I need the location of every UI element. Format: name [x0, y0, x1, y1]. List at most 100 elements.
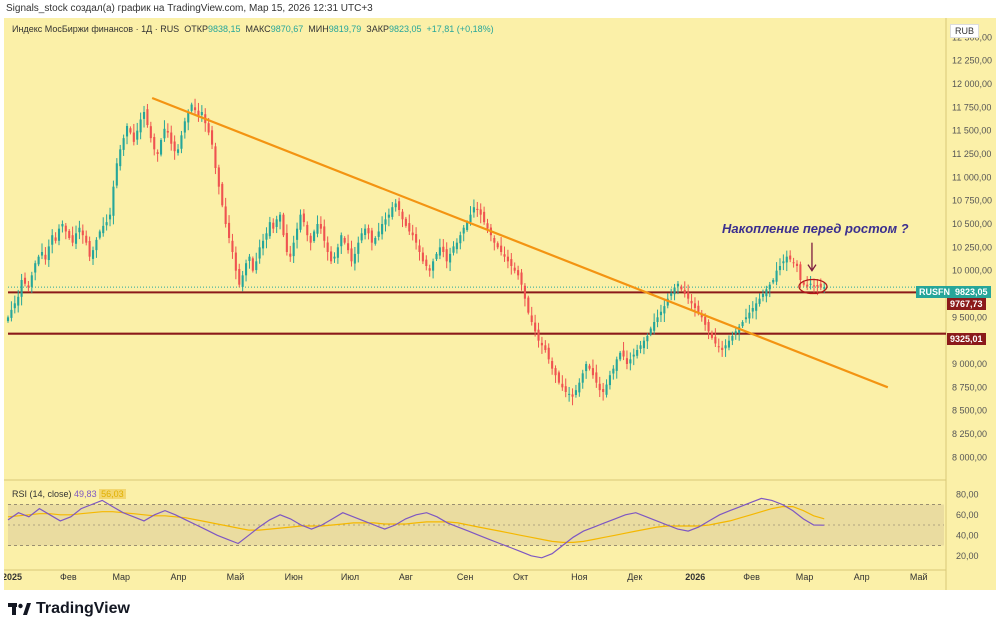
- candle-body: [459, 235, 462, 244]
- candle-body: [442, 246, 445, 252]
- tradingview-logo[interactable]: TradingView: [8, 600, 130, 618]
- candle-body: [255, 261, 258, 271]
- candle-body: [258, 247, 261, 259]
- candle-body: [513, 267, 516, 271]
- candle-body: [391, 207, 394, 217]
- candle-body: [802, 282, 805, 285]
- tradingview-logo-icon: [8, 603, 31, 615]
- price-axis-tick: 11 250,00: [952, 149, 991, 159]
- candle-body: [71, 235, 74, 243]
- candle-body: [510, 259, 513, 266]
- candle-body: [476, 208, 479, 210]
- time-axis-tick: Фев: [743, 572, 760, 582]
- candle-body: [483, 211, 486, 223]
- candle-body: [125, 126, 129, 137]
- candle-body: [700, 314, 703, 318]
- candle-body: [551, 361, 554, 369]
- candle-body: [85, 235, 88, 243]
- candle-body: [108, 214, 112, 220]
- candle-body: [296, 228, 299, 240]
- candle-body: [676, 283, 680, 287]
- candle-body: [10, 309, 13, 318]
- candle-body: [98, 231, 101, 238]
- candle-body: [792, 262, 795, 264]
- candle-body: [23, 277, 27, 284]
- chart-annotation: Накопление перед ростом ?: [722, 221, 909, 236]
- close-value: 9823,05: [388, 24, 422, 34]
- candle-body: [142, 112, 146, 119]
- candle-body: [367, 228, 370, 234]
- candle-body: [418, 245, 421, 252]
- candle-body: [819, 283, 822, 288]
- last-price: 9823,05: [955, 287, 988, 297]
- candle-body: [136, 130, 139, 140]
- candle-body: [741, 322, 744, 327]
- candle-body: [598, 383, 601, 391]
- price-axis-tick: 12 000,00: [952, 79, 992, 89]
- ticker-price-label: RUSFN 9823,05: [916, 286, 991, 298]
- candle-body: [251, 258, 254, 271]
- candle-body: [578, 382, 581, 393]
- candle-body: [336, 247, 339, 258]
- candle-body: [642, 340, 646, 349]
- candle-body: [724, 345, 727, 349]
- candle-body: [193, 107, 197, 111]
- price-axis-tick: 8 250,00: [952, 429, 987, 439]
- candle-body: [245, 263, 248, 276]
- rsi-axis-tick: 40,00: [956, 530, 979, 540]
- candle-body: [415, 234, 418, 243]
- price-axis-tick: 10 000,00: [952, 266, 992, 276]
- candle-body: [377, 231, 380, 237]
- change-value: +17,81 (+0,18%): [426, 24, 494, 34]
- candle-body: [455, 242, 458, 250]
- candle-body: [54, 237, 57, 241]
- candle-body: [659, 311, 663, 316]
- candle-body: [139, 119, 142, 133]
- candle-body: [523, 285, 526, 299]
- candle-body: [568, 393, 571, 395]
- candle-body: [693, 303, 697, 308]
- candle-body: [408, 223, 411, 232]
- candle-body: [622, 350, 625, 357]
- candle-body: [588, 365, 591, 369]
- candle-body: [309, 235, 312, 243]
- candle-body: [438, 247, 441, 256]
- time-axis-tick: Мар: [112, 572, 130, 582]
- price-axis-tick: 8 500,00: [952, 406, 987, 416]
- ticker-label: RUSFN: [919, 287, 950, 297]
- candle-body: [462, 227, 465, 234]
- time-axis-tick: Апр: [170, 572, 186, 582]
- candle-body: [761, 294, 765, 297]
- candle-body: [129, 128, 132, 133]
- candle-body: [612, 368, 615, 374]
- candle-body: [364, 228, 367, 236]
- candle-body: [500, 245, 503, 252]
- currency-button[interactable]: RUB: [950, 24, 980, 38]
- candle-body: [506, 256, 509, 262]
- candle-body: [272, 222, 275, 229]
- candle-body: [47, 246, 50, 261]
- candle-body: [806, 284, 809, 287]
- candle-body: [574, 390, 577, 395]
- candle-body: [469, 214, 472, 223]
- candle-body: [200, 112, 203, 115]
- candle-body: [340, 235, 343, 247]
- candle-body: [384, 219, 387, 225]
- candle-body: [690, 300, 693, 304]
- candle-body: [425, 259, 428, 266]
- level-lower-label: 9325,01: [947, 333, 986, 345]
- candle-body: [795, 263, 799, 266]
- candle-body: [187, 112, 190, 123]
- candle-body: [561, 383, 564, 388]
- candle-body: [279, 214, 282, 222]
- price-axis-tick: 10 500,00: [952, 219, 992, 229]
- candle-body: [156, 152, 159, 154]
- time-axis-tick: Июн: [285, 572, 303, 582]
- candle-body: [812, 285, 816, 287]
- candle-body: [275, 219, 278, 227]
- time-axis-tick: Дек: [627, 572, 642, 582]
- candle-body: [61, 224, 64, 227]
- candle-body: [466, 222, 469, 230]
- candle-body: [585, 364, 588, 372]
